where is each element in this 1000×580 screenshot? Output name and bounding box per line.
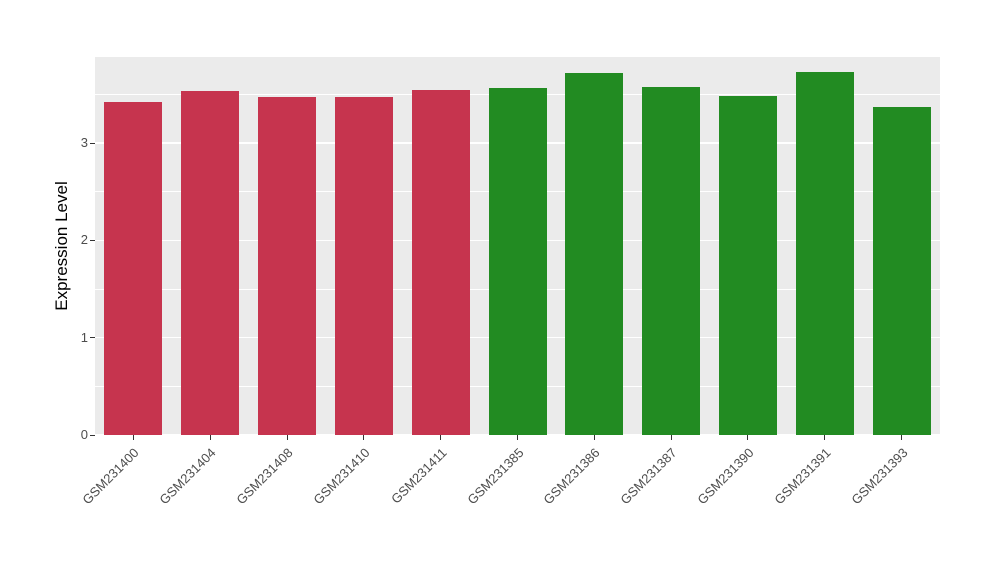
y-tick-label: 0 [80, 427, 88, 442]
y-tick-label: 1 [80, 329, 88, 345]
y-tick-mark [90, 142, 95, 144]
x-tick-label: GSM231390 [694, 445, 757, 508]
y-axis-title: Expression Level [52, 181, 71, 311]
bar [258, 97, 317, 435]
y-tick-mark [90, 337, 95, 339]
bar [334, 97, 393, 435]
x-tick-mark [517, 435, 518, 440]
x-tick-label: GSM231393 [847, 445, 911, 508]
x-tick-mark [132, 435, 134, 440]
x-tick-mark [286, 435, 288, 440]
bar [181, 91, 240, 435]
bar [104, 102, 163, 435]
x-tick-mark [901, 435, 903, 440]
x-tick-mark [670, 435, 672, 440]
x-tick-label: GSM231400 [79, 445, 143, 508]
bar [872, 107, 931, 435]
y-tick-mark [90, 434, 95, 436]
x-tick-label: GSM231404 [156, 445, 219, 508]
bar [642, 86, 701, 435]
x-tick-label: GSM231386 [540, 445, 603, 508]
x-tick-mark [747, 435, 749, 440]
bar [488, 87, 547, 435]
bar [795, 72, 854, 435]
y-tick-mark [90, 239, 95, 241]
x-tick-mark [209, 435, 211, 440]
x-tick-label: GSM231387 [617, 445, 680, 508]
plot-panel [95, 57, 940, 435]
x-tick-label: GSM231385 [463, 445, 527, 508]
y-tick-label: 2 [80, 232, 88, 248]
bar [718, 96, 777, 435]
x-tick-label: GSM231391 [771, 445, 834, 508]
x-tick-label: GSM231410 [310, 445, 373, 508]
x-tick-mark [593, 435, 595, 440]
x-tick-mark [440, 435, 442, 440]
x-tick-label: GSM231408 [233, 445, 296, 508]
bar [411, 89, 470, 435]
y-tick-label: 3 [80, 135, 88, 151]
x-tick-mark [363, 435, 365, 440]
x-tick-mark [824, 435, 826, 440]
x-tick-label: GSM231411 [387, 445, 450, 507]
bar [565, 72, 624, 435]
